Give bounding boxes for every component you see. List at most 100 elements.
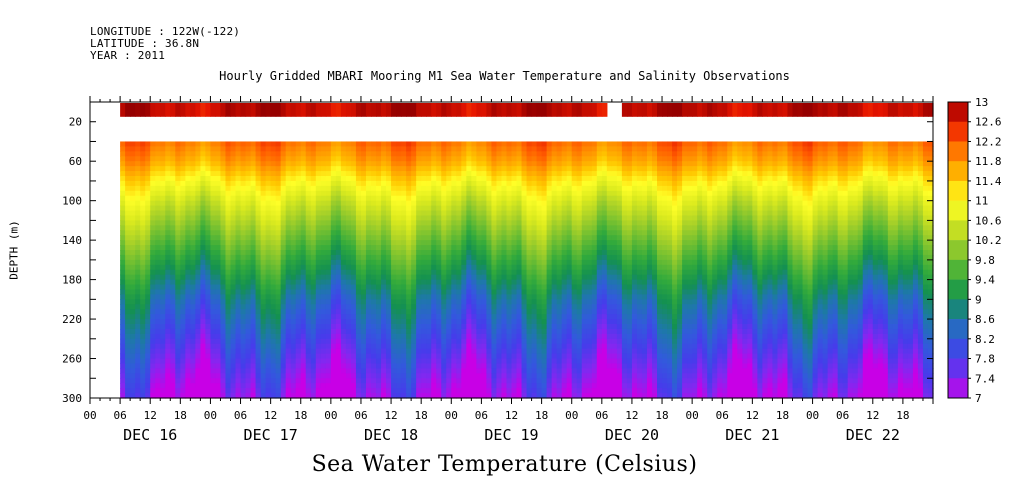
heatmap-cell — [155, 343, 161, 350]
heatmap-cell — [305, 264, 312, 271]
heatmap-cell — [120, 319, 126, 325]
heatmap-cell — [140, 393, 146, 399]
heatmap-cell — [436, 393, 442, 399]
heatmap-cell — [511, 358, 518, 365]
heatmap-cell — [325, 269, 332, 276]
heatmap-cell — [586, 185, 593, 192]
heatmap-cell — [471, 141, 477, 147]
heatmap-cell — [170, 368, 176, 374]
heatmap-cell — [421, 309, 427, 315]
heatmap-cell — [411, 210, 417, 217]
heatmap-cell — [576, 235, 583, 241]
heatmap-cell — [195, 190, 201, 197]
heatmap-cell — [145, 333, 151, 340]
heatmap-cell — [120, 166, 126, 172]
heatmap-cell — [406, 166, 412, 172]
heatmap-cell — [566, 338, 573, 345]
heatmap-cell — [190, 324, 196, 330]
heatmap-cell — [456, 353, 462, 360]
heatmap-cell — [496, 230, 503, 236]
heatmap-cell — [571, 353, 578, 360]
heatmap-cell — [436, 205, 442, 212]
heatmap-cell — [516, 324, 523, 330]
heatmap-cell — [185, 220, 191, 226]
heatmap-cell — [220, 324, 227, 330]
heatmap-cell — [471, 353, 477, 360]
heatmap-cell — [185, 304, 191, 310]
heatmap-cell — [586, 264, 593, 271]
heatmap-cell — [270, 393, 277, 399]
heatmap-cell — [225, 269, 232, 276]
heatmap-cell — [576, 240, 583, 246]
heatmap-cell — [215, 225, 222, 231]
heatmap-cell — [481, 269, 488, 276]
heatmap-cell — [350, 388, 357, 394]
heatmap-cell — [481, 358, 488, 365]
heatmap-cell — [461, 146, 467, 152]
heatmap-cell — [320, 185, 327, 192]
heatmap-cell — [521, 215, 528, 221]
heatmap-cell — [300, 319, 307, 325]
heatmap-cell — [561, 230, 568, 236]
heatmap-cell — [396, 304, 402, 310]
heatmap-cell — [145, 259, 151, 266]
heatmap-cell — [491, 176, 498, 182]
heatmap-cell — [225, 166, 232, 172]
heatmap-cell — [571, 190, 578, 197]
heatmap-cell — [300, 220, 307, 226]
heatmap-cell — [225, 338, 232, 345]
heatmap-cell — [305, 333, 312, 340]
heatmap-cell — [586, 146, 593, 152]
heatmap-cell — [305, 269, 312, 276]
heatmap-cell — [581, 264, 588, 271]
heatmap-cell — [506, 166, 513, 172]
heatmap-cell — [481, 205, 488, 212]
heatmap-cell — [155, 373, 161, 379]
heatmap-cell — [200, 200, 207, 207]
heatmap-cell — [160, 289, 166, 295]
heatmap-cell — [521, 368, 528, 374]
heatmap-cell — [436, 363, 442, 369]
heatmap-surface-cell — [556, 102, 563, 117]
heatmap-cell — [150, 146, 156, 152]
heatmap-cell — [501, 254, 508, 261]
heatmap-cell — [406, 225, 412, 231]
heatmap-cell — [371, 220, 377, 226]
heatmap-cell — [581, 383, 588, 389]
heatmap-cell — [436, 294, 442, 300]
heatmap-cell — [401, 319, 407, 325]
heatmap-cell — [285, 250, 292, 256]
heatmap-cell — [446, 190, 452, 197]
heatmap-cell — [255, 235, 262, 241]
heatmap-cell — [426, 200, 432, 207]
heatmap-cell — [325, 156, 332, 162]
heatmap-cell — [436, 230, 442, 236]
heatmap-cell — [330, 240, 337, 246]
heatmap-cell — [456, 388, 462, 394]
heatmap-cell — [496, 146, 503, 152]
heatmap-surface-cell — [205, 102, 212, 117]
heatmap-cell — [310, 215, 317, 221]
heatmap-cell — [150, 245, 156, 251]
heatmap-cell — [441, 393, 447, 399]
heatmap-cell — [360, 378, 367, 384]
heatmap-cell — [391, 343, 397, 350]
heatmap-cell — [230, 319, 237, 325]
heatmap-cell — [120, 393, 126, 399]
heatmap-cell — [305, 348, 312, 355]
heatmap-cell — [285, 269, 292, 276]
heatmap-cell — [270, 319, 277, 325]
heatmap-cell — [130, 299, 136, 305]
heatmap-cell — [310, 180, 317, 187]
heatmap-cell — [130, 210, 136, 217]
heatmap-cell — [190, 259, 196, 266]
heatmap-cell — [441, 274, 447, 281]
heatmap-cell — [586, 284, 593, 291]
heatmap-cell — [461, 166, 467, 172]
heatmap-cell — [275, 166, 282, 172]
heatmap-cell — [471, 358, 477, 365]
heatmap-cell — [576, 185, 583, 192]
heatmap-cell — [365, 141, 372, 147]
heatmap-cell — [330, 328, 337, 335]
heatmap-cell — [556, 176, 563, 182]
